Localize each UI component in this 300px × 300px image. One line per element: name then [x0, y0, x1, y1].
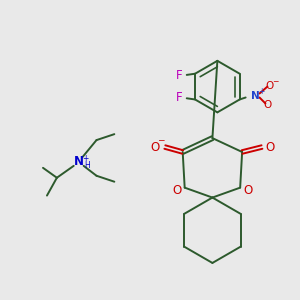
Text: O: O [265, 81, 274, 91]
Text: −: − [272, 77, 278, 86]
Text: N: N [251, 91, 260, 100]
Text: O: O [150, 140, 160, 154]
Text: −: − [157, 136, 165, 145]
Text: +: + [258, 87, 265, 96]
Text: N: N [74, 155, 84, 168]
Text: O: O [263, 100, 272, 110]
Text: F: F [176, 69, 182, 82]
Text: O: O [244, 184, 253, 197]
Text: H: H [85, 161, 91, 170]
Text: O: O [172, 184, 182, 197]
Text: +: + [82, 154, 89, 164]
Text: F: F [176, 91, 182, 104]
Text: O: O [265, 140, 274, 154]
